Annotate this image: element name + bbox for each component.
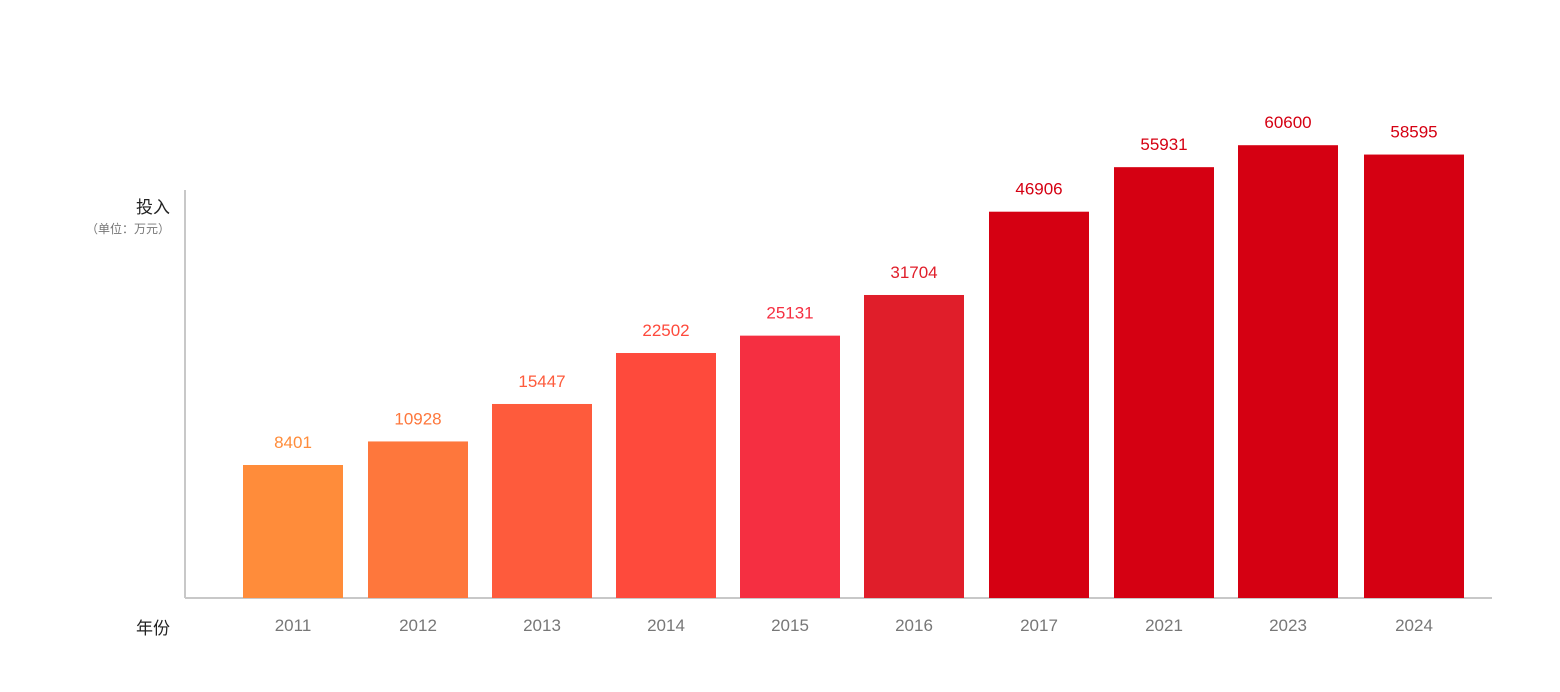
- bar-2013: [492, 403, 592, 598]
- data-label-2014: 22502: [642, 321, 689, 340]
- data-label-2011: 8401: [274, 433, 312, 452]
- data-label-2023: 60600: [1264, 113, 1311, 132]
- bar-2023: [1238, 145, 1338, 598]
- x-axis-label: 年份: [136, 619, 170, 639]
- y-axis-label: 投入: [136, 198, 170, 218]
- x-tick-label-2017: 2017: [1020, 616, 1058, 635]
- x-tick-label-2014: 2014: [647, 616, 685, 635]
- x-tick-label-2012: 2012: [399, 616, 437, 635]
- data-label-2017: 46906: [1015, 180, 1062, 199]
- x-tick-label-2023: 2023: [1269, 616, 1307, 635]
- data-label-2016: 31704: [890, 263, 937, 282]
- data-label-2012: 10928: [394, 409, 441, 428]
- bar-2017: [989, 211, 1089, 599]
- data-label-2021: 55931: [1140, 135, 1187, 154]
- bar-2021: [1114, 167, 1214, 598]
- x-tick-label-2015: 2015: [771, 616, 809, 635]
- x-tick-label-2013: 2013: [523, 616, 561, 635]
- data-label-2013: 15447: [518, 372, 565, 391]
- bar-2014: [616, 353, 716, 598]
- y-axis-unit: （单位：万元）: [85, 222, 170, 236]
- data-label-2015: 25131: [766, 304, 813, 323]
- x-tick-label-2011: 2011: [275, 616, 312, 635]
- bar-2016: [864, 294, 964, 598]
- x-tick-label-2021: 2021: [1145, 616, 1183, 635]
- bar-2024: [1364, 154, 1464, 598]
- x-tick-label-2016: 2016: [895, 616, 933, 635]
- x-tick-label-2024: 2024: [1395, 616, 1433, 635]
- bar-2011: [243, 465, 343, 598]
- bar-2012: [368, 441, 468, 598]
- bar-2015: [740, 335, 840, 598]
- data-label-2024: 58595: [1390, 123, 1437, 142]
